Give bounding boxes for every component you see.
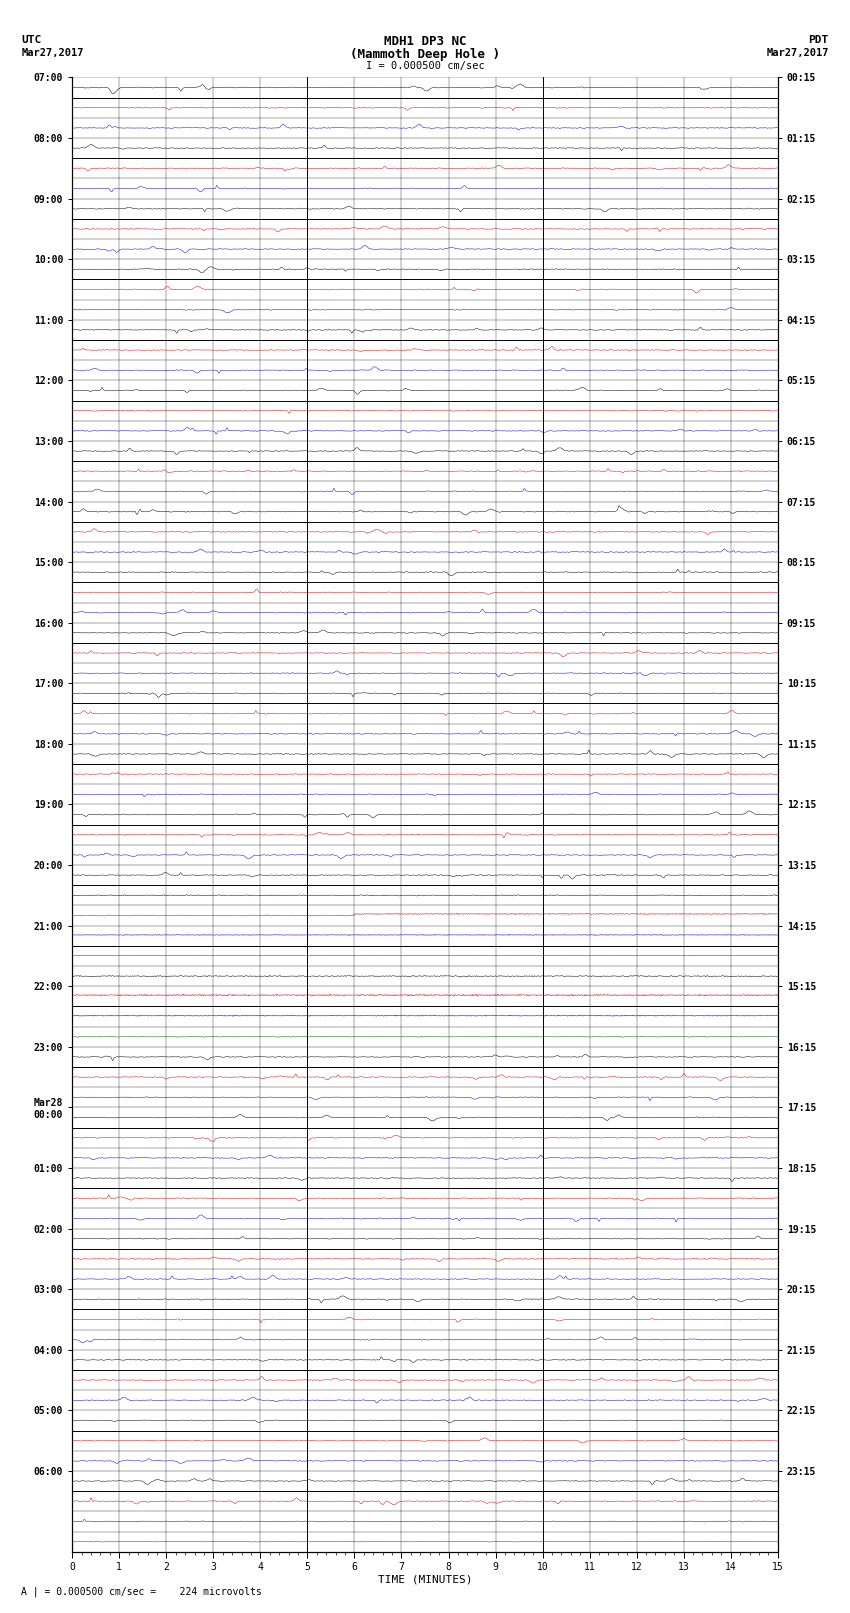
Text: MDH1 DP3 NC: MDH1 DP3 NC (383, 35, 467, 48)
Text: Mar27,2017: Mar27,2017 (21, 48, 84, 58)
Text: A | = 0.000500 cm/sec =    224 microvolts: A | = 0.000500 cm/sec = 224 microvolts (21, 1586, 262, 1597)
Text: Mar27,2017: Mar27,2017 (766, 48, 829, 58)
X-axis label: TIME (MINUTES): TIME (MINUTES) (377, 1574, 473, 1586)
Text: UTC: UTC (21, 35, 42, 45)
Text: PDT: PDT (808, 35, 829, 45)
Text: I = 0.000500 cm/sec: I = 0.000500 cm/sec (366, 61, 484, 71)
Text: (Mammoth Deep Hole ): (Mammoth Deep Hole ) (350, 48, 500, 61)
